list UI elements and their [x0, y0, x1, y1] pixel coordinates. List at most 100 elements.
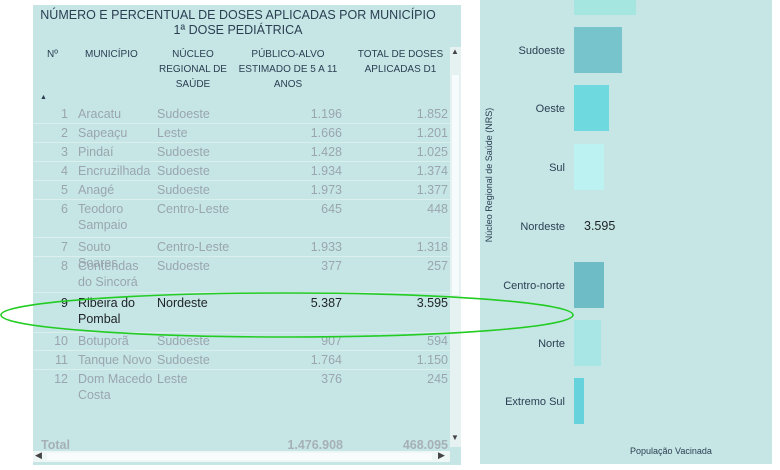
column-header-municipio[interactable]: MUNICÍPIO — [85, 49, 138, 60]
x-axis-title: População Vacinada — [630, 446, 712, 456]
row-divider — [33, 256, 451, 257]
category-label: Sul — [549, 162, 565, 174]
column-header-nucleo[interactable]: NÚCLEO REGIONAL DE SAÚDE — [159, 49, 227, 90]
cell-nucleo: Centro-Leste — [157, 202, 230, 216]
cell-publico-alvo: 1.933 — [310, 240, 342, 254]
cell-number: 11 — [55, 353, 68, 367]
category-label: Extremo Sul — [505, 396, 565, 408]
cell-publico-alvo: 1.666 — [310, 126, 342, 140]
cell-nucleo: Nordeste — [157, 296, 208, 310]
scroll-right-icon[interactable]: ▶ — [438, 450, 445, 460]
cell-nucleo: Leste — [157, 372, 188, 386]
cell-nucleo: Sudoeste — [157, 259, 210, 273]
row-divider — [33, 161, 451, 162]
total-doses-aplicadas: 468.095 — [402, 438, 448, 452]
cell-total-doses: 1.201 — [416, 126, 448, 140]
cell-municipio: Ribeira do Pombal — [78, 296, 135, 326]
cell-number: 2 — [61, 126, 68, 140]
bar-sul[interactable] — [574, 144, 604, 190]
cell-publico-alvo: 1.196 — [310, 107, 342, 121]
cell-publico-alvo: 377 — [321, 259, 342, 273]
bar-extremo-sul[interactable] — [574, 378, 584, 424]
horizontal-scrollbar[interactable]: ◀ ▶ — [33, 450, 450, 462]
category-label: Nordeste — [520, 221, 565, 233]
bar-oeste[interactable] — [574, 85, 609, 131]
row-divider — [33, 292, 451, 293]
category-label: Centro-norte — [503, 280, 565, 292]
cell-publico-alvo: 376 — [321, 372, 342, 386]
cell-nucleo: Sudoeste — [157, 334, 210, 348]
cell-publico-alvo: 1.764 — [310, 353, 342, 367]
cell-total-doses: 245 — [427, 372, 448, 386]
cell-total-doses: 257 — [427, 259, 448, 273]
cell-municipio: Teodoro Sampaio — [78, 202, 128, 232]
cell-total-doses: 1.374 — [416, 164, 448, 178]
category-label: Oeste — [536, 103, 565, 115]
vertical-scrollbar-thumb[interactable] — [452, 75, 459, 295]
cell-municipio: Contendas do Sincorá — [78, 259, 139, 289]
cell-number: 12 — [54, 372, 68, 386]
cell-publico-alvo: 1.973 — [310, 183, 342, 197]
nrs-bar-chart: Sudoeste Oeste Sul Nordeste 3.595 Centro-nort… — [480, 0, 772, 464]
cell-nucleo: Sudoeste — [157, 107, 210, 121]
row-divider — [33, 350, 451, 351]
cell-municipio: Dom Macedo Costa — [78, 372, 153, 402]
column-header-publico-alvo[interactable]: PÚBLICO-ALVO ESTIMADO DE 5 A 11 ANOS — [238, 49, 338, 90]
cell-total-doses: 1.852 — [416, 107, 448, 121]
cell-number: 6 — [61, 202, 68, 216]
cell-publico-alvo: 1.934 — [310, 164, 342, 178]
cell-total-doses: 448 — [427, 202, 448, 216]
scroll-down-icon[interactable]: ▼ — [451, 433, 459, 442]
vertical-scrollbar[interactable]: ▲ ▼ — [450, 47, 461, 447]
bar-centro-norte[interactable] — [574, 262, 604, 308]
cell-number: 4 — [61, 164, 68, 178]
sort-ascending-icon[interactable]: ▲ — [40, 94, 47, 101]
bar-chart-svg: Sudoeste Oeste Sul Nordeste 3.595 Centro-nort… — [503, 0, 636, 424]
category-label: Sudoeste — [519, 45, 565, 57]
total-publico-alvo: 1.476.908 — [287, 438, 343, 452]
cell-municipio: Botuporã — [78, 334, 129, 348]
cell-municipio: Aracatu — [78, 107, 122, 121]
row-divider — [33, 180, 451, 181]
cell-nucleo: Leste — [157, 126, 188, 140]
cell-number: 5 — [61, 183, 68, 197]
cell-nucleo: Sudoeste — [157, 164, 210, 178]
cell-municipio: Sapeaçu — [78, 126, 128, 140]
scroll-left-icon[interactable]: ◀ — [35, 450, 42, 460]
column-header-total-doses[interactable]: TOTAL DE DOSES APLICADAS D1 — [357, 49, 444, 75]
scroll-up-icon[interactable]: ▲ — [451, 47, 459, 56]
table-title: NÚMERO E PERCENTUAL DE DOSES APLICADAS P… — [40, 8, 436, 37]
cell-number: 1 — [61, 107, 68, 121]
cell-nucleo: Sudoeste — [157, 145, 210, 159]
cell-municipio: Tanque Novo — [78, 353, 152, 367]
cell-total-doses: 1.025 — [416, 145, 448, 159]
cell-publico-alvo: 1.428 — [310, 145, 342, 159]
cell-number: 7 — [61, 240, 68, 254]
cell-total-doses: 594 — [427, 334, 448, 348]
cell-nucleo: Sudoeste — [157, 353, 210, 367]
cell-number: 8 — [61, 259, 68, 273]
cell-total-doses: 1.377 — [416, 183, 448, 197]
y-axis-title: Núcleo Regional de Saúde (NRS) — [482, 90, 496, 260]
row-divider — [33, 369, 451, 370]
municipality-doses-table: NÚMERO E PERCENTUAL DE DOSES APLICADAS P… — [33, 5, 461, 465]
y-axis-title-text: Núcleo Regional de Saúde (NRS) — [484, 107, 494, 243]
row-divider — [33, 123, 451, 124]
cell-municipio: Pindaí — [78, 145, 114, 159]
row-divider — [33, 199, 451, 200]
bar-norte[interactable] — [574, 320, 601, 366]
cell-municipio: Encruzilhada — [78, 164, 151, 178]
cell-total-doses: 3.595 — [416, 296, 448, 310]
cell-municipio: Souto Soares — [78, 240, 118, 270]
total-label: Total — [41, 438, 70, 452]
category-label: Norte — [538, 338, 565, 350]
cell-total-doses: 1.318 — [416, 240, 448, 254]
cell-number: 10 — [54, 334, 68, 348]
cell-number: 9 — [61, 296, 68, 310]
row-divider — [33, 142, 451, 143]
cell-number: 3 — [61, 145, 68, 159]
row-divider — [33, 237, 451, 238]
bar-sudoeste[interactable] — [574, 27, 622, 73]
horizontal-scrollbar-thumb[interactable] — [47, 453, 432, 460]
column-header-number[interactable]: Nº — [47, 49, 58, 60]
